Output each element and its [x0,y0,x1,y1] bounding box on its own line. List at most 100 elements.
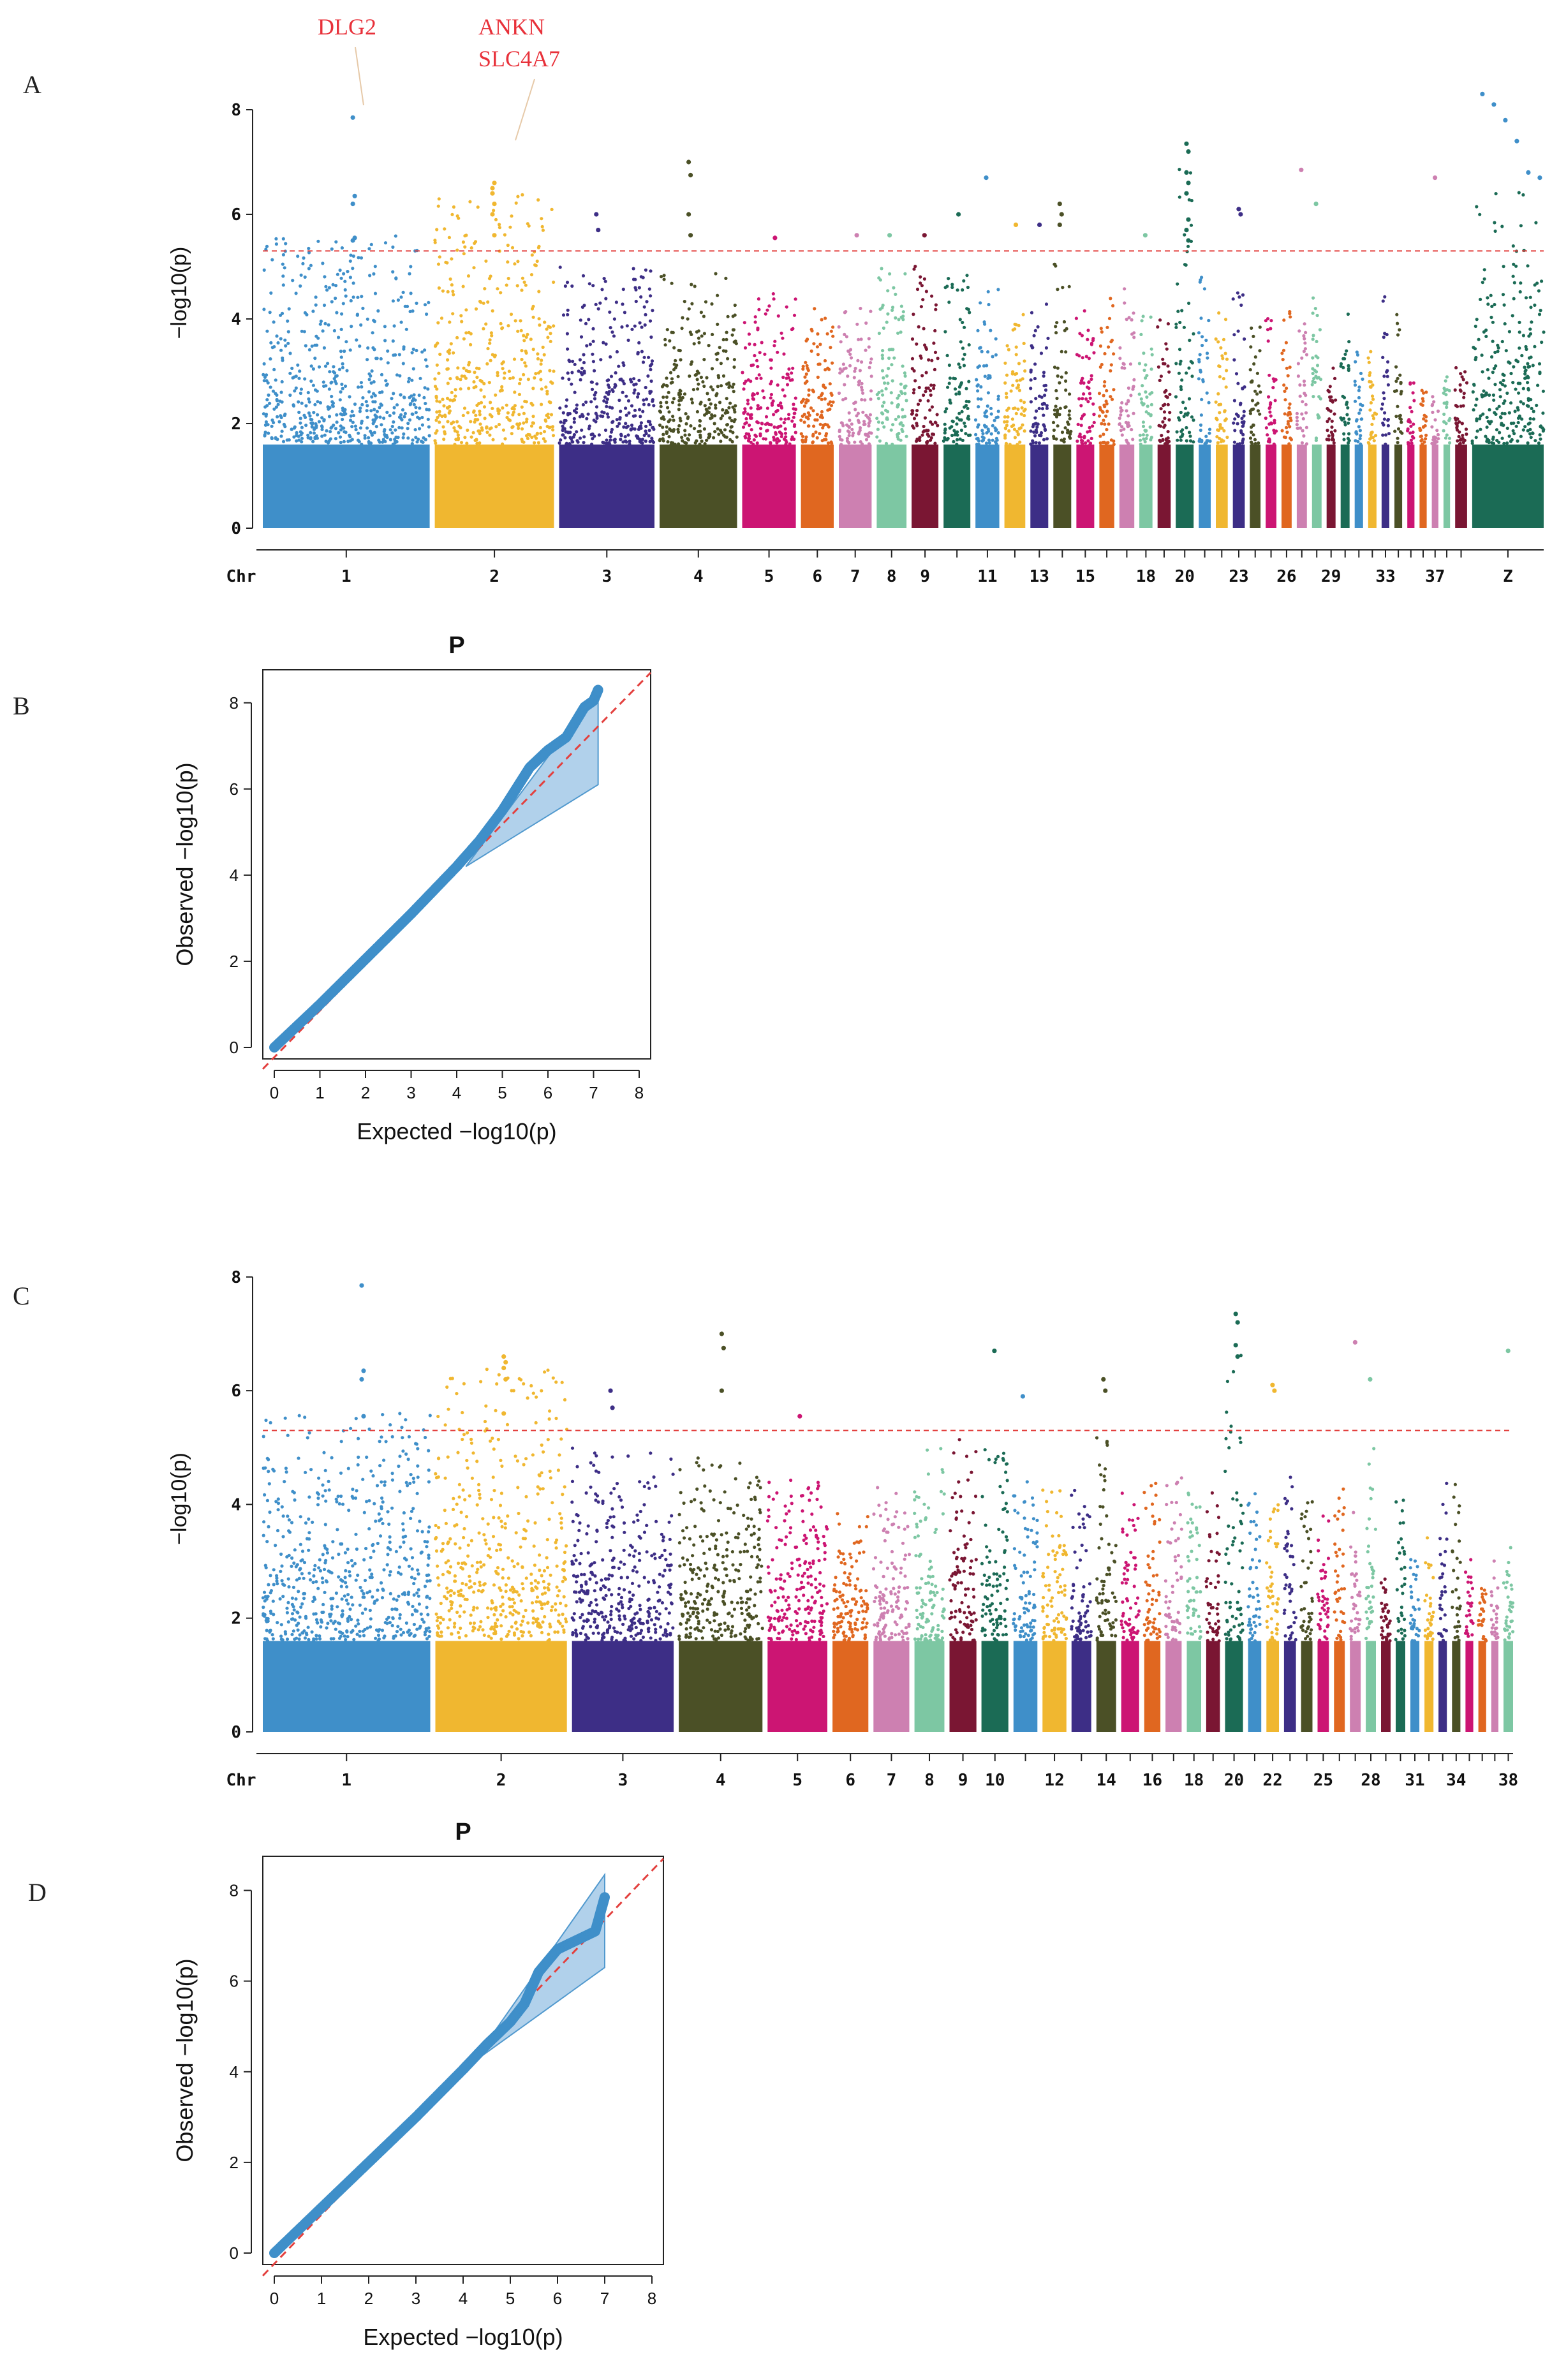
snp-point [943,429,947,432]
chromosome-block-32 [1368,444,1377,528]
snp-point [582,435,586,439]
snp-point [785,305,788,309]
snp-point [644,268,648,272]
snp-point [1314,354,1318,358]
snp-point [973,418,978,422]
snp-point [1019,426,1023,430]
snp-point [996,288,1000,292]
snp-point [288,351,292,355]
snp-point [1086,439,1090,443]
snp-point [346,1635,350,1639]
snp-point [269,1421,272,1424]
snp-point [964,399,968,403]
snp-point [756,407,760,411]
snp-point [646,374,650,378]
snp-point [1259,390,1262,394]
snp-point [550,207,554,211]
snp-point [919,305,923,309]
snp-point [1387,432,1391,436]
snp-point [639,295,643,299]
snp-point [1509,401,1513,405]
snp-point [636,395,640,399]
snp-point [1090,374,1093,378]
snp-point [456,438,461,441]
snp-point [676,430,681,434]
snp-point [567,377,571,381]
snp-point [349,414,353,418]
snp-point [811,409,815,413]
snp-point [1068,432,1072,436]
snp-point [1149,315,1153,319]
snp-point [276,1508,280,1512]
snp-point [966,406,970,410]
snp-point [1347,417,1351,421]
snp-point [925,441,929,445]
snp-point [472,409,476,413]
snp-point [1010,417,1014,421]
snp-point [1420,388,1424,392]
snp-point [769,392,773,397]
snp-point [1255,392,1259,396]
snp-point [559,438,563,442]
snp-point [1016,432,1020,437]
snp-point [896,331,900,335]
snp-point [1141,403,1145,407]
chromosome-points-1 [262,234,431,447]
snp-point [1205,391,1209,395]
snp-point [1433,442,1437,446]
snp-point [455,336,459,340]
snp-point [931,432,935,436]
snp-point [298,1633,302,1637]
snp-point [321,1602,325,1606]
snp-point [372,1549,376,1553]
snp-point [296,363,300,367]
snp-point [1109,369,1112,373]
snp-point [1512,262,1516,266]
snp-point [407,376,411,381]
snp-point [811,390,815,394]
snp-point [1410,410,1414,413]
snp-point [858,429,862,432]
snp-point [665,376,669,380]
snp-point [587,318,591,322]
snp-point [584,400,588,404]
snp-point [639,441,643,445]
snp-point [516,329,520,333]
snp-point [336,1495,340,1498]
snp-point [746,378,750,382]
snp-point [707,397,711,402]
snp-point [994,337,998,341]
snp-point [522,373,526,377]
snp-point [1354,431,1358,435]
snp-point [1119,410,1123,413]
snp-point [1505,441,1509,445]
snp-point [459,441,464,445]
snp-point [281,283,285,287]
snp-point [360,442,364,447]
snp-point [497,411,501,415]
snp-point [428,1414,432,1417]
snp-point [1118,422,1121,426]
snp-point [899,304,903,308]
snp-point [910,357,915,360]
snp-point [1236,329,1240,333]
chromosome-block-39 [1455,444,1467,528]
snp-point [390,1623,394,1627]
snp-point [714,272,718,276]
snp-point [1503,411,1507,416]
snp-point [522,280,526,284]
snp-point [619,410,623,413]
snp-point [561,376,565,380]
snp-point [890,442,894,447]
snp-point [528,433,531,437]
snp-point [391,339,395,343]
snp-point [932,341,936,345]
snp-point [487,381,491,385]
snp-point [521,276,525,280]
snp-point [1044,346,1048,350]
snp-point [1014,345,1018,349]
snp-point [593,369,596,373]
snp-point [337,1552,341,1556]
snp-point [427,1556,431,1560]
